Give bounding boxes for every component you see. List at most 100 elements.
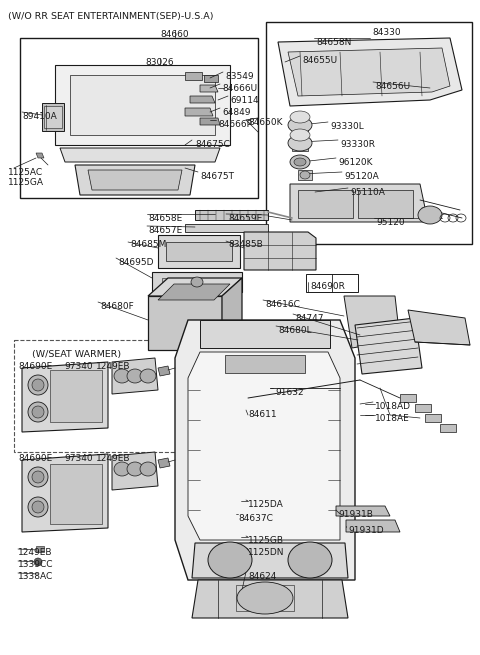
Text: 1125GA: 1125GA — [8, 178, 44, 187]
Polygon shape — [192, 580, 348, 618]
Ellipse shape — [290, 129, 310, 141]
Polygon shape — [22, 362, 108, 432]
Polygon shape — [88, 170, 182, 190]
Bar — [42, 103, 64, 131]
Text: 95120A: 95120A — [344, 172, 379, 181]
Text: 84657E: 84657E — [148, 226, 182, 235]
Text: 84690E: 84690E — [18, 362, 52, 371]
Polygon shape — [152, 272, 242, 292]
Text: 84611: 84611 — [248, 410, 276, 419]
Ellipse shape — [191, 277, 203, 287]
Text: 84695D: 84695D — [118, 258, 154, 267]
Polygon shape — [185, 224, 268, 232]
Polygon shape — [200, 320, 330, 348]
Polygon shape — [36, 546, 44, 552]
Ellipse shape — [114, 462, 130, 476]
Text: 84690E: 84690E — [18, 454, 52, 463]
Text: (W/SEAT WARMER): (W/SEAT WARMER) — [32, 350, 121, 359]
Polygon shape — [415, 404, 431, 412]
Bar — [225, 355, 305, 373]
Text: 1249EB: 1249EB — [96, 454, 131, 463]
Text: (W/O RR SEAT ENTERTAINMENT(SEP)-U.S.A): (W/O RR SEAT ENTERTAINMENT(SEP)-U.S.A) — [8, 12, 214, 21]
Polygon shape — [112, 358, 158, 394]
Polygon shape — [344, 296, 400, 348]
Ellipse shape — [32, 471, 44, 483]
Text: 84637C: 84637C — [238, 514, 273, 523]
Polygon shape — [148, 296, 222, 350]
Polygon shape — [200, 118, 220, 125]
Ellipse shape — [208, 542, 252, 578]
Ellipse shape — [32, 379, 44, 391]
Bar — [44, 106, 62, 128]
Text: 84675T: 84675T — [200, 172, 234, 181]
Ellipse shape — [237, 582, 293, 614]
Text: 84330: 84330 — [372, 28, 401, 37]
Text: 84747: 84747 — [295, 314, 324, 323]
Text: 93330R: 93330R — [340, 140, 375, 149]
Bar — [50, 464, 102, 524]
Text: 1338AC: 1338AC — [18, 572, 53, 581]
Ellipse shape — [288, 135, 312, 151]
Bar — [266, 22, 472, 244]
Polygon shape — [200, 85, 218, 92]
Text: 84659E: 84659E — [228, 214, 262, 223]
Text: 84656U: 84656U — [375, 82, 410, 91]
Ellipse shape — [28, 497, 48, 517]
Polygon shape — [158, 458, 170, 468]
Polygon shape — [162, 278, 232, 287]
Polygon shape — [60, 148, 220, 162]
Ellipse shape — [28, 402, 48, 422]
Polygon shape — [288, 48, 450, 96]
Polygon shape — [408, 310, 470, 345]
Ellipse shape — [114, 369, 130, 383]
Polygon shape — [148, 278, 242, 296]
Polygon shape — [158, 366, 170, 376]
Text: 93330L: 93330L — [330, 122, 364, 131]
Polygon shape — [158, 284, 230, 300]
Text: 91931B: 91931B — [338, 510, 373, 519]
Text: 84675C: 84675C — [195, 140, 230, 149]
Ellipse shape — [140, 369, 156, 383]
Polygon shape — [195, 210, 268, 220]
Polygon shape — [166, 242, 232, 261]
Polygon shape — [355, 318, 422, 374]
Ellipse shape — [32, 406, 44, 418]
Text: 84666U: 84666U — [222, 84, 257, 93]
Text: 1339CC: 1339CC — [18, 560, 53, 569]
Text: 1125DA: 1125DA — [248, 500, 284, 509]
Text: 84685M: 84685M — [130, 240, 167, 249]
Bar — [20, 38, 258, 198]
Ellipse shape — [288, 117, 312, 133]
Text: 95120: 95120 — [376, 218, 405, 227]
Text: 1018AE: 1018AE — [375, 414, 410, 423]
Polygon shape — [158, 235, 240, 268]
Bar — [236, 585, 294, 611]
Ellipse shape — [32, 501, 44, 513]
Ellipse shape — [28, 467, 48, 487]
Ellipse shape — [28, 375, 48, 395]
Bar — [292, 135, 308, 151]
Polygon shape — [244, 232, 316, 270]
Text: 83026: 83026 — [146, 58, 174, 67]
Bar — [50, 370, 102, 422]
Bar — [358, 190, 413, 218]
Polygon shape — [425, 414, 441, 422]
Polygon shape — [192, 543, 348, 578]
Polygon shape — [346, 520, 400, 532]
Polygon shape — [175, 320, 355, 580]
Polygon shape — [222, 278, 242, 350]
Polygon shape — [440, 424, 456, 432]
Text: 1249EB: 1249EB — [96, 362, 131, 371]
Bar — [306, 274, 358, 292]
Text: 91931D: 91931D — [348, 526, 384, 535]
Polygon shape — [70, 75, 215, 135]
Polygon shape — [112, 452, 158, 490]
Polygon shape — [185, 108, 213, 116]
Text: 1018AD: 1018AD — [375, 402, 411, 411]
Ellipse shape — [127, 369, 143, 383]
Bar — [298, 190, 353, 218]
Ellipse shape — [290, 155, 310, 169]
Text: 84650K: 84650K — [248, 118, 283, 127]
Ellipse shape — [288, 542, 332, 578]
Text: 95110A: 95110A — [350, 188, 385, 197]
